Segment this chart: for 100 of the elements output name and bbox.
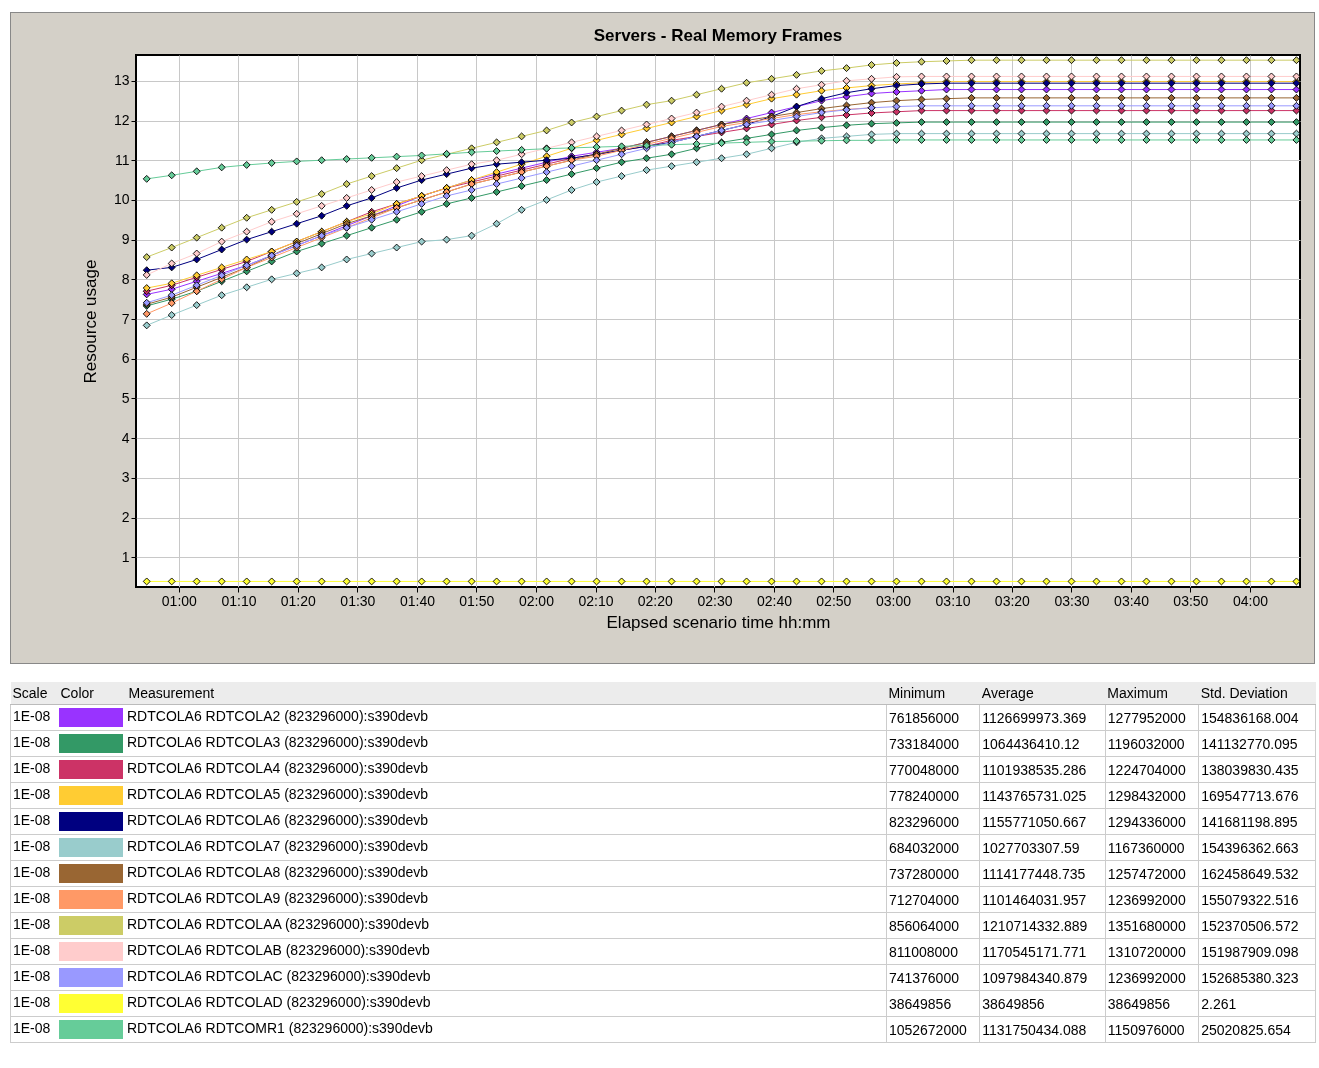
text: 1294336000 <box>1105 808 1199 835</box>
text: 1143765731.025 <box>979 782 1106 809</box>
text: 712704000 <box>886 886 980 913</box>
text: 162458649.532 <box>1198 860 1316 887</box>
text: 1257472000 <box>1105 860 1199 887</box>
legend-label: RDTCOLA6 RDTCOLA6 (823296000):s390devb <box>127 812 429 829</box>
text: 138039830.435 <box>1198 756 1316 783</box>
x-tick-label: 01:20 <box>280 592 316 609</box>
text: 1E-08 <box>13 708 52 725</box>
text: 1052672000 <box>886 1016 980 1043</box>
text: 1E-08 <box>13 864 52 881</box>
x-tick-label: 03:50 <box>1173 592 1209 609</box>
text: 1097984340.879 <box>979 964 1106 991</box>
text: 856064000 <box>886 912 980 939</box>
text: 1310720000 <box>1105 938 1199 965</box>
text: 770048000 <box>886 756 980 783</box>
text: 1224704000 <box>1105 756 1199 783</box>
text: 761856000 <box>886 704 980 731</box>
y-tick-label: 8 <box>121 270 130 287</box>
text: 152685380.323 <box>1198 964 1316 991</box>
text: 737280000 <box>886 860 980 887</box>
text: 1114177448.735 <box>979 860 1106 887</box>
text: 38649856 <box>886 990 980 1017</box>
text: 1155771050.667 <box>979 808 1106 835</box>
x-tick-label: 01:40 <box>399 592 436 609</box>
legend-label: RDTCOLA6 RDTCOLA4 (823296000):s390devb <box>127 760 429 777</box>
text: 1E-08 <box>13 786 52 803</box>
legend-label: RDTCOLA6 RDTCOLA8 (823296000):s390devb <box>127 864 429 881</box>
text: 1150976000 <box>1105 1016 1199 1043</box>
x-tick-label: 02:50 <box>816 592 852 609</box>
text: 141132770.095 <box>1198 730 1316 757</box>
text: 1E-08 <box>13 812 52 829</box>
text: 151987909.098 <box>1198 938 1316 965</box>
legend-label: RDTCOLA6 RDTCOLA5 (823296000):s390devb <box>127 786 429 803</box>
text: 1E-08 <box>13 890 52 907</box>
text: 154836168.004 <box>1198 704 1316 731</box>
text: Scale <box>12 685 49 701</box>
text: 155079322.516 <box>1198 886 1316 913</box>
legend-label: RDTCOLA6 RDTCOLAC (823296000):s390devb <box>127 968 431 985</box>
x-axis-title: Elapsed scenario time hh:mm <box>606 612 831 632</box>
text: 778240000 <box>886 782 980 809</box>
y-tick-label: 7 <box>121 310 130 327</box>
text: 1E-08 <box>13 994 52 1011</box>
text: 1E-08 <box>13 760 52 777</box>
y-tick-label: 1 <box>121 548 130 565</box>
y-tick-label: 11 <box>114 151 130 168</box>
text: Std. Deviation <box>1198 682 1316 705</box>
text: 25020825.654 <box>1198 1016 1316 1043</box>
text: 1351680000 <box>1105 912 1199 939</box>
y-tick-label: 2 <box>121 509 130 526</box>
x-tick-label: 03:40 <box>1114 592 1150 609</box>
text: 169547713.676 <box>1198 782 1316 809</box>
text: 811008000 <box>886 938 980 965</box>
text: 1101938535.286 <box>979 756 1106 783</box>
text: Maximum <box>1105 682 1199 705</box>
text: 154396362.663 <box>1198 834 1316 861</box>
x-tick-label: 01:00 <box>161 592 198 609</box>
text: 1196032000 <box>1105 730 1199 757</box>
text: 1064436410.12 <box>979 730 1106 757</box>
y-tick-label: 10 <box>113 191 130 208</box>
text: 2.261 <box>1198 990 1316 1017</box>
x-tick-label: 03:30 <box>1054 592 1090 609</box>
x-tick-label: 01:30 <box>340 592 376 609</box>
y-axis-title: Resource usage <box>80 259 100 384</box>
text: 741376000 <box>886 964 980 991</box>
text: 38649856 <box>979 990 1106 1017</box>
x-tick-label: 01:10 <box>221 592 257 609</box>
text: 1298432000 <box>1105 782 1199 809</box>
x-tick-label: 03:00 <box>875 592 912 609</box>
y-tick-label: 13 <box>113 72 130 89</box>
text: 152370506.572 <box>1198 912 1316 939</box>
text: 1E-08 <box>13 968 52 985</box>
x-tick-label: 03:10 <box>935 592 971 609</box>
text: 1210714332.889 <box>979 912 1106 939</box>
text: 1167360000 <box>1105 834 1199 861</box>
x-tick-label: 02:00 <box>518 592 555 609</box>
legend-label: RDTCOLA6 RDTCOLAA (823296000):s390devb <box>127 916 429 933</box>
text: 1E-08 <box>13 734 52 751</box>
text: 141681198.895 <box>1198 808 1316 835</box>
chart-title: Servers - Real Memory Frames <box>593 26 843 45</box>
x-tick-label: 03:20 <box>994 592 1031 609</box>
y-tick-label: 12 <box>113 112 130 129</box>
text: 38649856 <box>1105 990 1199 1017</box>
legend-label: RDTCOLA6 RDTCOLAD (823296000):s390devb <box>127 994 431 1011</box>
text: 733184000 <box>886 730 980 757</box>
text: 1027703307.59 <box>979 834 1106 861</box>
x-tick-label: 01:50 <box>459 592 495 609</box>
text: 1126699973.369 <box>979 704 1106 731</box>
y-tick-label: 3 <box>121 469 130 486</box>
x-tick-label: 02:30 <box>697 592 733 609</box>
text: 1170545171.771 <box>979 938 1106 965</box>
x-tick-label: 02:20 <box>637 592 674 609</box>
legend-label: RDTCOLA6 RDTCOMR1 (823296000):s390devb <box>127 1020 433 1037</box>
text: 684032000 <box>886 834 980 861</box>
legend-label: RDTCOLA6 RDTCOLA3 (823296000):s390devb <box>127 734 429 751</box>
text: 1E-08 <box>13 942 52 959</box>
y-tick-label: 4 <box>121 429 130 446</box>
legend-label: RDTCOLA6 RDTCOLAB (823296000):s390devb <box>127 942 430 959</box>
text: Minimum <box>886 682 980 705</box>
x-tick-label: 02:10 <box>578 592 614 609</box>
